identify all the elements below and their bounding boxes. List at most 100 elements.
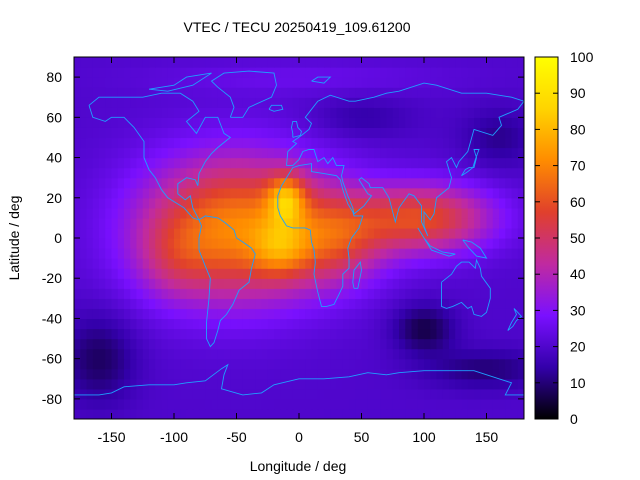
heatmap-cell <box>330 147 338 159</box>
heatmap-cell <box>299 217 306 229</box>
heatmap-cell <box>330 227 338 239</box>
heatmap-cell <box>486 107 494 118</box>
heatmap-cell <box>380 308 388 320</box>
heatmap-cell <box>280 308 288 320</box>
heatmap-cell <box>361 288 369 299</box>
heatmap-cell <box>499 298 506 309</box>
heatmap-cell <box>499 197 506 209</box>
heatmap-cell <box>486 318 494 330</box>
heatmap-cell <box>467 318 475 330</box>
heatmap-cell <box>80 368 88 380</box>
heatmap-cell <box>349 358 356 370</box>
heatmap-cell <box>442 378 450 390</box>
heatmap-cell <box>442 288 450 299</box>
heatmap-cell <box>405 408 413 419</box>
heatmap-cell <box>199 268 206 279</box>
heatmap-cell <box>449 388 456 400</box>
heatmap-cell <box>424 288 431 299</box>
heatmap-cell <box>324 298 331 309</box>
heatmap-cell <box>311 177 319 189</box>
heatmap-cell <box>336 308 344 320</box>
heatmap-cell <box>342 107 350 118</box>
heatmap-cell <box>380 137 388 149</box>
heatmap-cell <box>442 408 450 419</box>
heatmap-cell <box>274 217 281 229</box>
heatmap-cell <box>474 318 481 330</box>
heatmap-cell <box>505 217 513 229</box>
heatmap-cell <box>342 127 350 139</box>
heatmap-cell <box>480 328 488 340</box>
heatmap-cell <box>236 167 244 179</box>
heatmap-cell <box>111 378 119 390</box>
x-axis: -150 -100 -50 0 50 100 150 <box>97 57 498 445</box>
heatmap-cell <box>217 87 225 98</box>
heatmap-cell <box>399 67 406 78</box>
heatmap-cell <box>124 258 131 269</box>
heatmap-cell <box>192 107 200 118</box>
heatmap-cell <box>249 217 256 229</box>
heatmap-cell <box>374 137 381 149</box>
heatmap-cell <box>211 318 219 330</box>
heatmap-cell <box>336 167 344 179</box>
heatmap-cell <box>74 348 81 360</box>
heatmap-cell <box>461 67 469 78</box>
heatmap-cell <box>274 318 281 330</box>
heatmap-cell <box>474 388 481 400</box>
heatmap-cell <box>392 338 400 350</box>
heatmap-cell <box>255 328 263 340</box>
heatmap-cell <box>386 308 394 320</box>
heatmap-cell <box>224 117 231 128</box>
heatmap-cell <box>192 197 200 209</box>
heatmap-cell <box>92 57 100 68</box>
heatmap-cell <box>174 167 181 179</box>
heatmap-cell <box>449 217 456 229</box>
heatmap-cell <box>474 227 481 239</box>
heatmap-cell <box>305 308 313 320</box>
heatmap-cell <box>486 197 494 209</box>
heatmap-cell <box>80 408 88 419</box>
heatmap-cell <box>392 398 400 410</box>
heatmap-cell <box>449 97 456 108</box>
heatmap-cell <box>430 368 438 380</box>
heatmap-cell <box>417 388 425 400</box>
heatmap-cell <box>242 167 250 179</box>
heatmap-cell <box>324 268 331 279</box>
heatmap-cell <box>286 308 294 320</box>
heatmap-cell <box>105 388 113 400</box>
heatmap-cell <box>455 117 463 128</box>
heatmap-cell <box>267 187 275 199</box>
heatmap-cell <box>411 217 419 229</box>
x-tick-label: 50 <box>354 429 370 445</box>
colorbar-tick-label: 90 <box>570 85 586 101</box>
heatmap-cell <box>367 67 375 78</box>
heatmap-cell <box>217 207 225 219</box>
heatmap-cell <box>292 278 300 289</box>
heatmap-cell <box>111 147 119 159</box>
heatmap-cell <box>374 207 381 219</box>
heatmap-cell <box>330 348 338 360</box>
heatmap-cell <box>224 77 231 88</box>
heatmap-cell <box>224 288 231 299</box>
heatmap-cell <box>186 388 194 400</box>
heatmap-cell <box>342 207 350 219</box>
heatmap-cell <box>317 268 325 279</box>
heatmap-cell <box>261 298 269 309</box>
heatmap-cell <box>311 368 319 380</box>
heatmap-cell <box>311 328 319 340</box>
heatmap-cell <box>142 368 150 380</box>
heatmap-cell <box>161 57 169 68</box>
heatmap-cell <box>99 358 106 370</box>
heatmap-cell <box>424 358 431 370</box>
heatmap-cell <box>355 187 363 199</box>
heatmap-cell <box>424 328 431 340</box>
heatmap-cell <box>267 107 275 118</box>
heatmap-cell <box>417 268 425 279</box>
heatmap-cell <box>255 87 263 98</box>
heatmap-cell <box>261 87 269 98</box>
heatmap-cell <box>80 167 88 179</box>
heatmap-cell <box>161 147 169 159</box>
heatmap-cell <box>405 328 413 340</box>
heatmap-cell <box>336 177 344 189</box>
heatmap-cell <box>355 388 363 400</box>
heatmap-cell <box>311 87 319 98</box>
